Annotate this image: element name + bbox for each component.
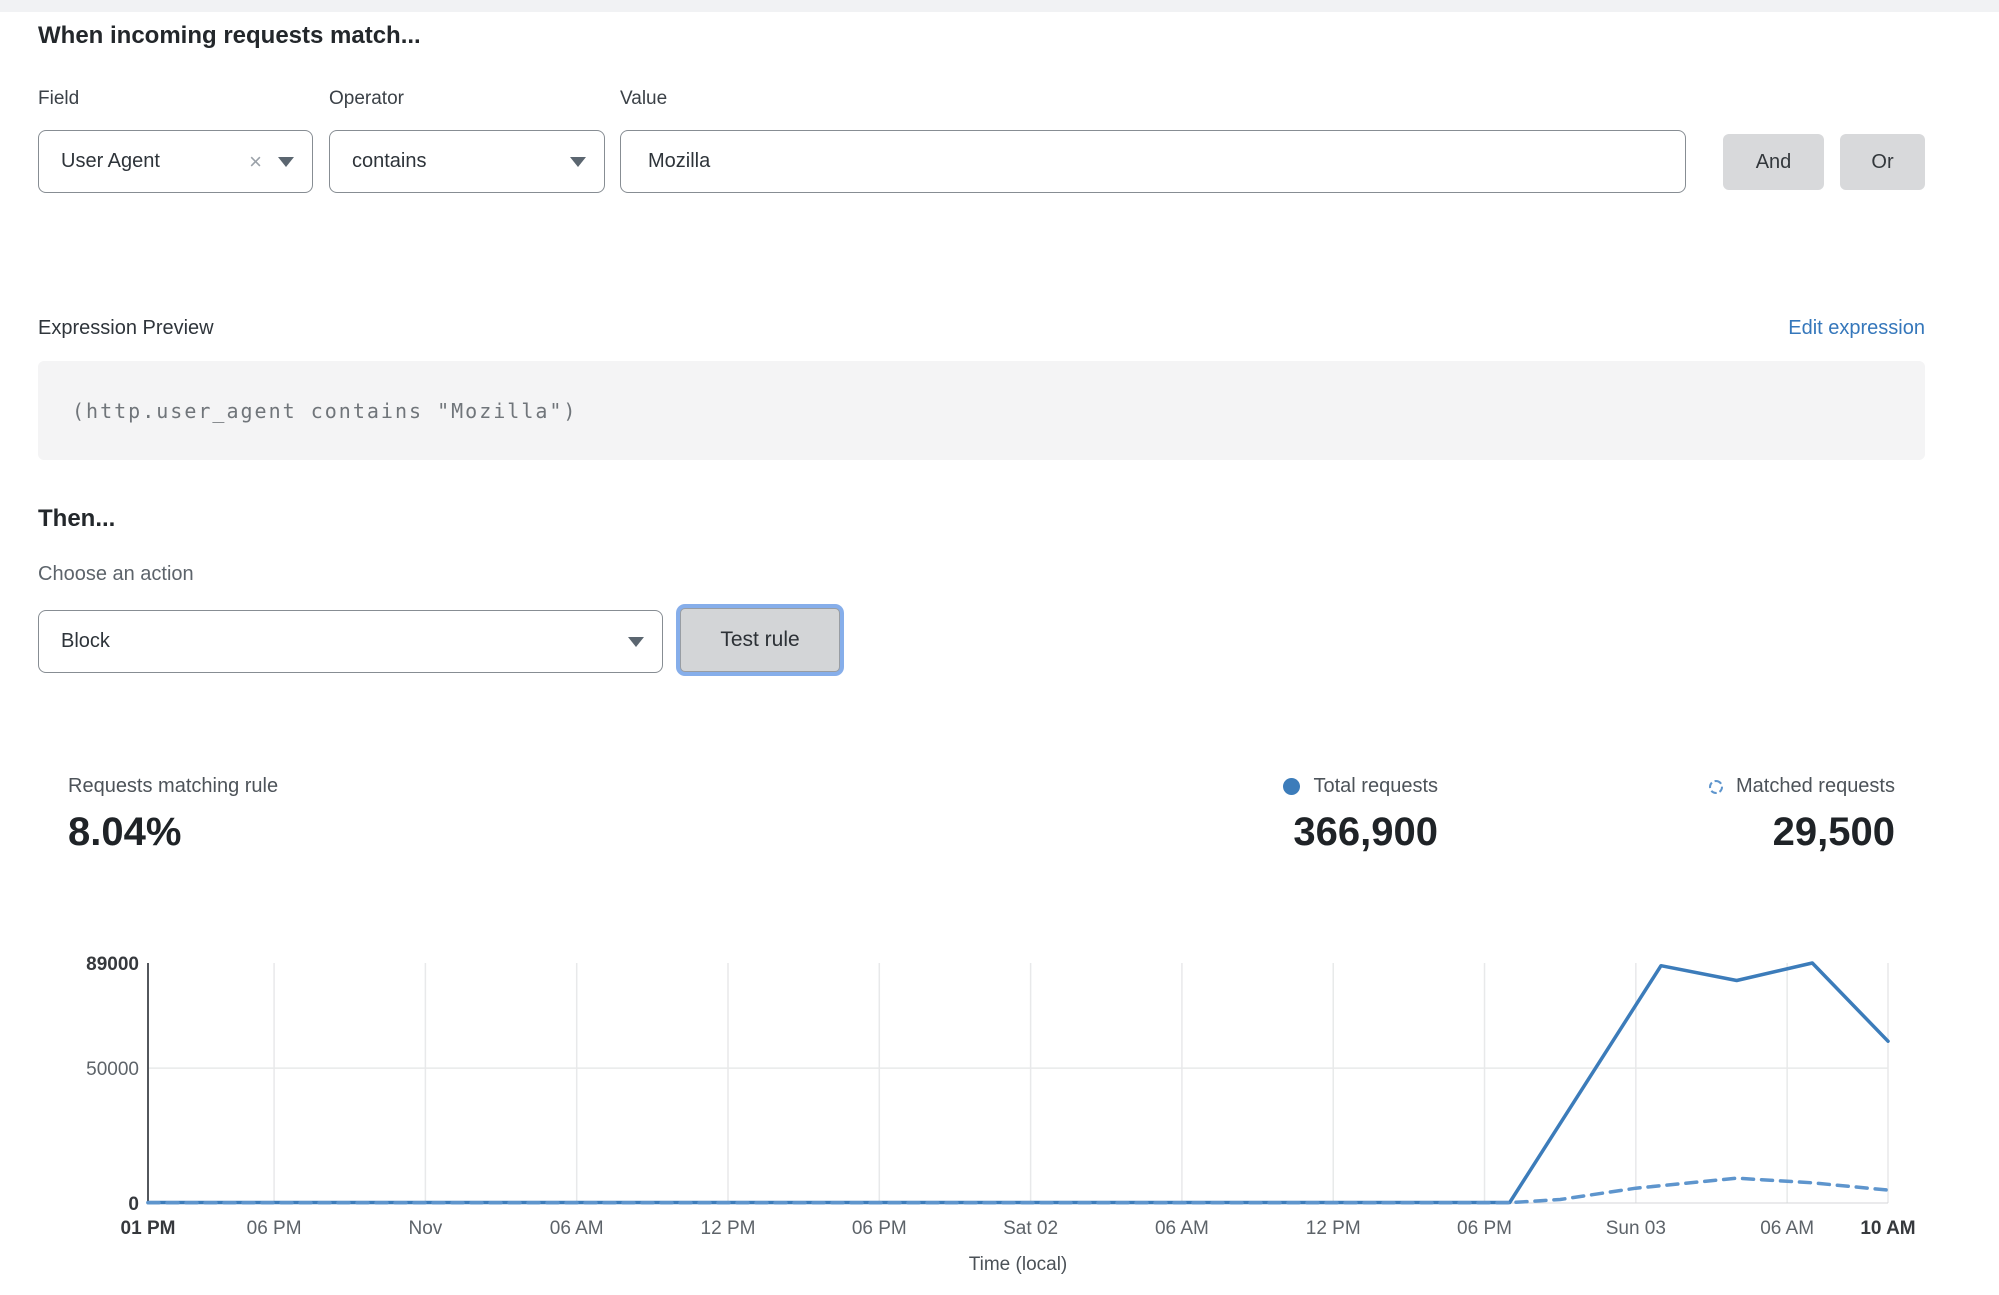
x-tick-label: 06 PM	[1457, 1218, 1512, 1239]
field-select-value: User Agent	[61, 150, 160, 172]
total-requests-legend-icon	[1283, 778, 1301, 795]
x-tick-label: 10 AM	[1860, 1218, 1915, 1239]
x-tick-label: 06 AM	[550, 1218, 604, 1239]
matched-requests-stat: Matched requests 29,500	[1709, 775, 1895, 855]
x-axis-title: Time (local)	[969, 1254, 1068, 1275]
field-select[interactable]: User Agent ×	[38, 130, 313, 193]
requests-matching-stat: Requests matching rule 8.04%	[68, 775, 278, 855]
edit-expression-link[interactable]: Edit expression	[1788, 317, 1925, 339]
operator-label: Operator	[329, 88, 404, 109]
series-solid	[146, 961, 1890, 1205]
value-label: Value	[620, 88, 668, 109]
x-tick-label: 06 AM	[1155, 1218, 1209, 1239]
total-requests-stat: Total requests 366,900	[1283, 775, 1438, 855]
x-tick-label: 12 PM	[1306, 1218, 1361, 1239]
series-dashed	[146, 1176, 1890, 1205]
total-requests-label: Total requests	[1313, 775, 1438, 797]
y-tick-label: 0	[128, 1194, 139, 1215]
requests-line-chart: 0 50000 89000 01 PM 06 PM Nov 06 AM 12 PM 06 PM S…	[86, 954, 1915, 1275]
match-heading: When incoming requests match...	[38, 22, 421, 49]
x-tick-label: Sat 02	[1003, 1218, 1058, 1239]
matched-requests-legend-icon	[1709, 779, 1724, 794]
x-tick-label: 06 AM	[1760, 1218, 1814, 1239]
clear-field-icon[interactable]: ×	[249, 148, 262, 174]
total-requests-value: 366,900	[1293, 810, 1438, 854]
x-tick-label: 12 PM	[701, 1218, 756, 1239]
action-select-value: Block	[61, 630, 110, 652]
matched-requests-label: Matched requests	[1736, 775, 1895, 797]
top-divider	[0, 0, 1999, 12]
matched-requests-value: 29,500	[1772, 810, 1895, 854]
expression-preview-label: Expression Preview	[38, 317, 214, 339]
x-tick-label: 06 PM	[852, 1218, 907, 1239]
field-label: Field	[38, 88, 80, 109]
and-button[interactable]: And	[1723, 134, 1824, 190]
chevron-down-icon	[570, 156, 586, 167]
x-tick-label: 01 PM	[121, 1218, 176, 1239]
y-tick-label: 89000	[86, 954, 139, 975]
operator-select-value: contains	[352, 150, 427, 172]
choose-action-label: Choose an action	[38, 563, 194, 585]
y-tick-label: 50000	[86, 1059, 139, 1080]
operator-select[interactable]: contains	[329, 130, 605, 193]
or-button[interactable]: Or	[1840, 134, 1925, 190]
action-select[interactable]: Block	[38, 610, 663, 673]
test-rule-button[interactable]: Test rule	[680, 608, 840, 672]
x-tick-label: Nov	[408, 1218, 442, 1239]
requests-matching-label: Requests matching rule	[68, 775, 279, 797]
chevron-down-icon	[278, 156, 294, 167]
x-tick-label: 06 PM	[247, 1218, 302, 1239]
expression-code: (http.user_agent contains "Mozilla")	[72, 398, 578, 423]
chevron-down-icon	[628, 636, 644, 647]
value-input[interactable]	[620, 130, 1686, 193]
then-heading: Then...	[38, 505, 116, 532]
x-tick-label: Sun 03	[1606, 1218, 1666, 1239]
expression-preview-box: (http.user_agent contains "Mozilla")	[38, 361, 1925, 460]
requests-matching-value: 8.04%	[68, 810, 182, 854]
